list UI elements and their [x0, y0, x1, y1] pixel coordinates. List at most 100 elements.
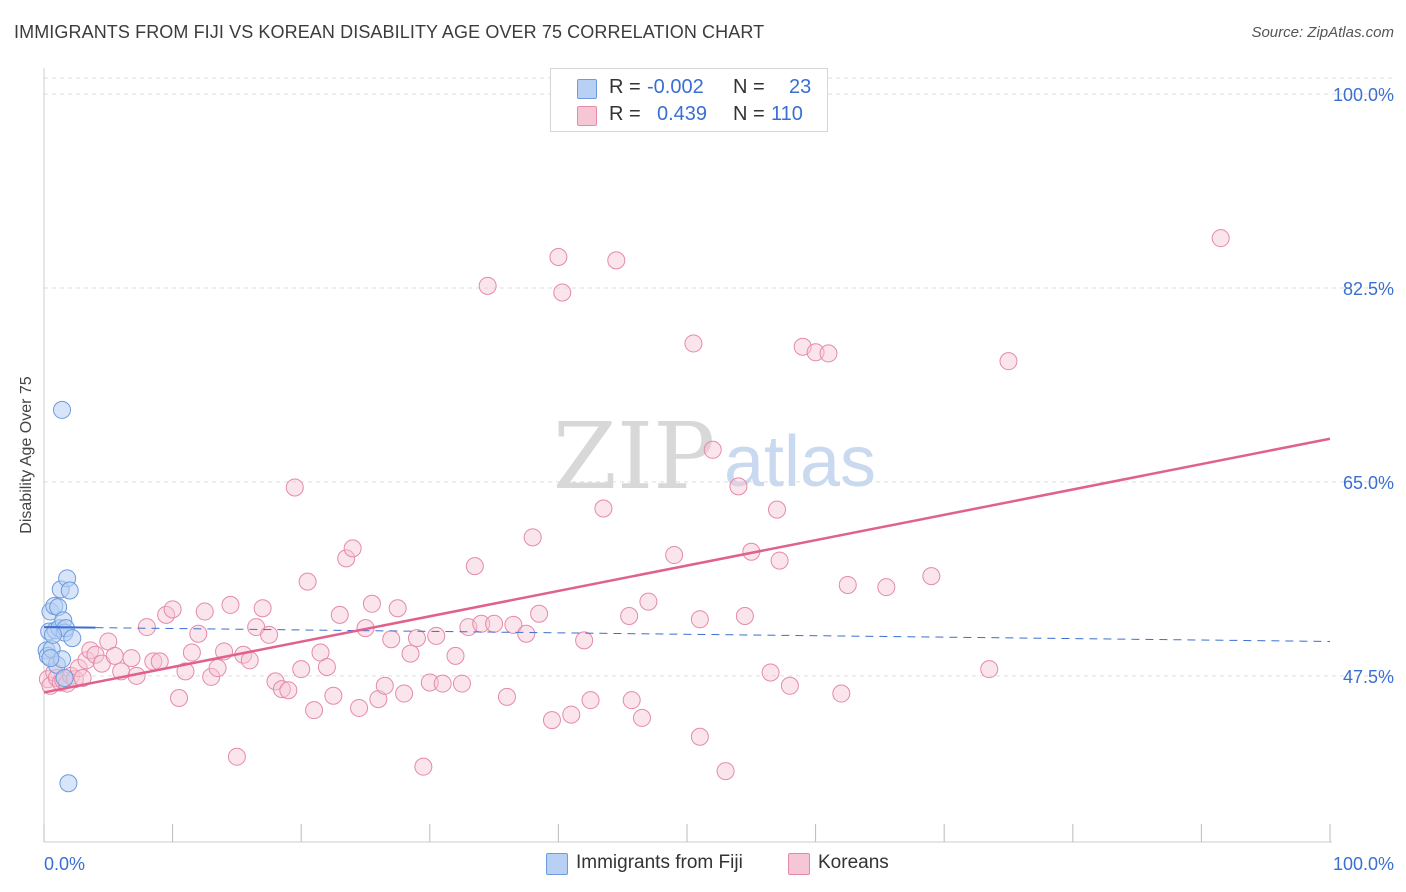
point-koreans: [980, 660, 999, 679]
point-koreans: [690, 727, 709, 746]
legend-n-value-koreans: 110: [771, 103, 803, 125]
bottom-legend-swatch-fiji: [546, 853, 568, 875]
point-koreans: [703, 440, 722, 459]
point-koreans: [420, 673, 439, 692]
point-koreans: [877, 578, 896, 597]
point-koreans: [517, 624, 536, 643]
point-koreans: [594, 499, 613, 518]
point-koreans: [240, 651, 259, 670]
point-koreans: [622, 691, 641, 710]
point-koreans: [478, 276, 497, 295]
bottom-legend-label-koreans: Koreans: [818, 852, 889, 873]
chart-title: IMMIGRANTS FROM FIJI VS KOREAN DISABILIT…: [14, 22, 765, 42]
legend-r-label: R =: [609, 76, 641, 98]
legend-r-label: R =: [609, 103, 641, 125]
y-tick-label: 82.5%: [1343, 279, 1394, 299]
point-koreans: [780, 676, 799, 695]
point-koreans: [832, 684, 851, 703]
point-koreans: [260, 625, 279, 644]
point-koreans: [433, 674, 452, 693]
point-koreans: [620, 606, 639, 625]
legend-swatch-koreans: [577, 106, 597, 126]
point-koreans: [427, 626, 446, 645]
x-tick-label-max: 100.0%: [1333, 854, 1394, 874]
point-koreans: [665, 546, 684, 565]
point-koreans: [202, 667, 221, 686]
point-koreans: [170, 688, 189, 707]
point-koreans: [69, 659, 88, 678]
point-koreans: [324, 686, 343, 705]
axes: [43, 68, 1332, 843]
point-koreans: [122, 649, 141, 668]
point-koreans: [542, 711, 561, 730]
point-koreans: [163, 600, 182, 619]
x-tick-label-min: 0.0%: [44, 854, 85, 874]
point-koreans: [73, 669, 92, 688]
trend-line-koreans: [43, 437, 1331, 694]
point-fiji: [41, 649, 60, 668]
point-koreans: [806, 343, 825, 362]
tick-labels: 47.5% 65.0% 82.5% 100.0% 0.0% 100.0%: [44, 85, 1394, 874]
point-koreans: [253, 599, 272, 618]
point-koreans: [292, 660, 311, 679]
point-fiji: [60, 581, 79, 600]
point-koreans: [414, 757, 433, 776]
point-koreans: [446, 646, 465, 665]
bottom-legend-label-fiji: Immigrants from Fiji: [576, 852, 743, 873]
point-koreans: [382, 630, 401, 649]
point-koreans: [549, 248, 568, 267]
legend-r-value-koreans: 0.439: [657, 103, 708, 125]
point-koreans: [452, 674, 471, 693]
legend-n-value-fiji: 23: [789, 76, 812, 98]
point-koreans: [729, 477, 748, 496]
trend-line-fiji: [43, 626, 96, 629]
point-koreans: [279, 681, 298, 700]
point-koreans: [770, 551, 789, 570]
point-koreans: [77, 651, 96, 670]
data-points: [37, 229, 1230, 793]
legend-n-label: N =: [733, 76, 765, 98]
legend-row-fiji: R = -0.002 N = 23: [551, 74, 827, 100]
point-fiji: [53, 400, 72, 419]
point-koreans: [485, 614, 504, 633]
point-koreans: [105, 646, 124, 665]
point-koreans: [401, 644, 420, 663]
point-koreans: [684, 334, 703, 353]
point-koreans: [221, 595, 240, 614]
point-koreans: [227, 747, 246, 766]
point-koreans: [337, 549, 356, 568]
point-koreans: [761, 663, 780, 682]
point-koreans: [497, 687, 516, 706]
legend-r-value-fiji: -0.002: [647, 76, 704, 98]
point-koreans: [1211, 229, 1230, 248]
point-koreans: [189, 624, 208, 643]
point-koreans: [388, 599, 407, 618]
point-koreans: [330, 605, 349, 624]
point-fiji: [63, 629, 82, 648]
point-koreans: [305, 701, 324, 720]
watermark-atlas: atlas: [724, 422, 876, 502]
point-koreans: [607, 251, 626, 270]
point-koreans: [465, 557, 484, 576]
point-koreans: [362, 594, 381, 613]
point-koreans: [575, 631, 594, 650]
y-tick-label: 47.5%: [1343, 667, 1394, 687]
point-koreans: [195, 602, 214, 621]
gridlines: [44, 77, 1394, 677]
legend-row-koreans: R = 0.439 N = 110: [551, 101, 827, 127]
point-koreans: [716, 762, 735, 781]
legend-swatch-fiji: [577, 79, 597, 99]
watermark-zip: ZIP: [553, 403, 715, 510]
point-fiji: [55, 669, 74, 688]
point-koreans: [553, 283, 572, 302]
point-koreans: [735, 606, 754, 625]
point-koreans: [375, 676, 394, 695]
point-koreans: [137, 618, 156, 637]
point-koreans: [182, 643, 201, 662]
point-fiji: [44, 625, 63, 644]
point-koreans: [690, 610, 709, 629]
point-koreans: [838, 575, 857, 594]
point-koreans: [86, 645, 105, 664]
point-koreans: [999, 352, 1018, 371]
